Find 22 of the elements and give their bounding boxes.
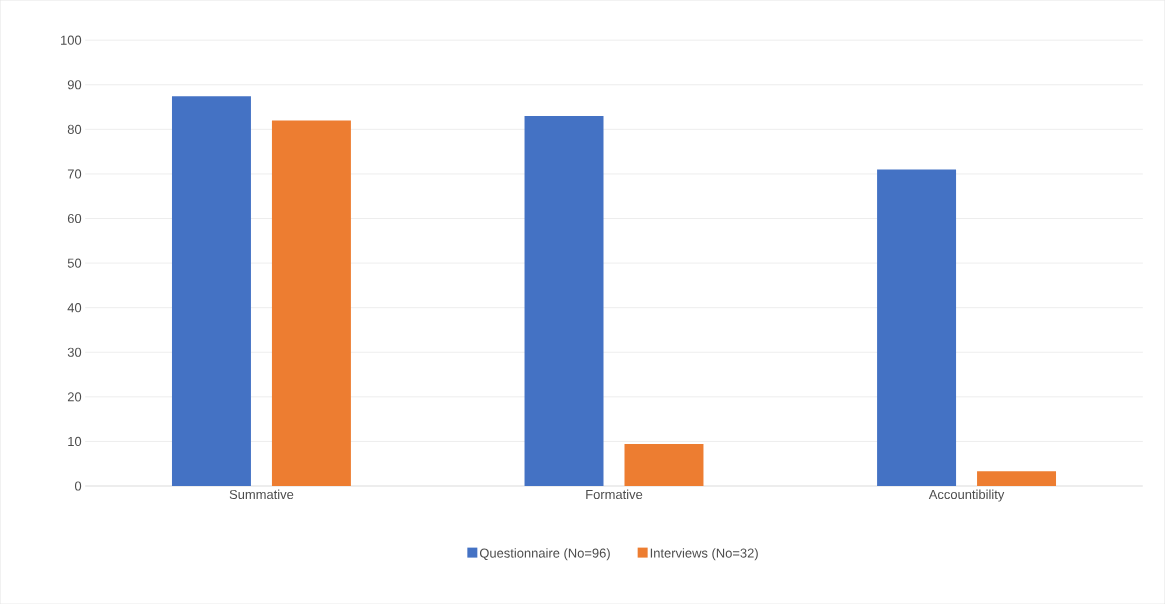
bar	[877, 169, 957, 486]
bar	[977, 471, 1057, 486]
legend-label: Questionnaire (No=96)	[479, 548, 610, 561]
legend-label: Interviews (No=32)	[650, 548, 758, 561]
x-tick-label: Accountibility	[928, 489, 1005, 502]
x-tick-label: Summative	[229, 489, 294, 499]
x-tick-label: Formative	[586, 489, 643, 499]
y-tick-label: 90	[67, 80, 82, 90]
y-tick-label: 80	[67, 124, 82, 134]
y-tick-label: 70	[67, 169, 82, 179]
y-tick-label: 0	[74, 481, 82, 491]
bar	[524, 115, 604, 486]
y-tick-label: 40	[67, 303, 82, 313]
bar	[171, 96, 251, 486]
bar	[271, 120, 351, 486]
y-tick-label: 100	[61, 35, 82, 45]
y-tick-label: 20	[67, 392, 82, 402]
y-tick-label: 30	[67, 347, 82, 357]
y-tick-label: 10	[68, 436, 82, 446]
y-tick-label: 60	[67, 213, 82, 223]
y-tick-label: 50	[67, 258, 82, 268]
bar	[624, 444, 704, 486]
